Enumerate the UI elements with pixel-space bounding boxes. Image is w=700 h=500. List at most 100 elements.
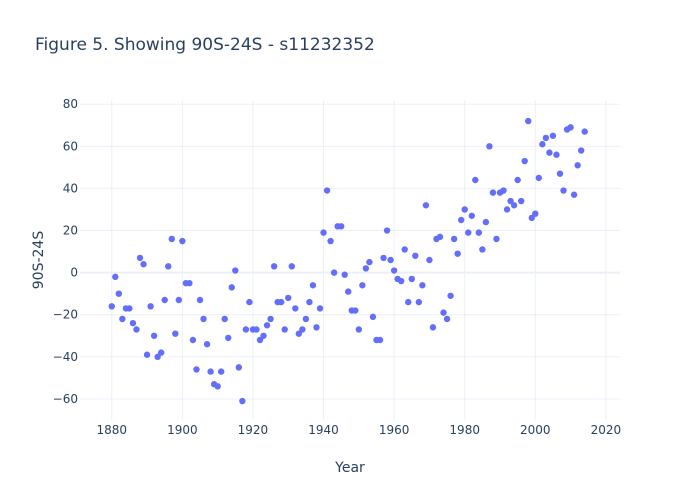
data-point [422,202,430,209]
data-point [147,303,154,310]
data-point [345,288,352,295]
data-point [539,141,546,148]
data-point [447,292,454,299]
data-point [161,296,168,304]
data-point [359,282,366,289]
data-point [405,298,412,306]
data-point [528,214,535,222]
data-point [200,315,207,323]
data-point [482,218,490,226]
y-tick-label: 0 [70,266,78,280]
data-point [316,305,324,312]
x-tick-label: 1940 [308,423,339,437]
data-point [341,271,348,278]
data-point [376,336,384,344]
y-tick-label: 40 [63,181,78,195]
data-point [380,254,387,262]
data-point [277,298,285,306]
data-point [577,147,585,154]
data-point [461,206,468,213]
data-point [465,229,472,236]
x-tick-label: 1980 [449,423,480,437]
data-point [408,275,415,283]
data-point [189,336,197,344]
data-point [553,151,560,158]
data-point [165,263,172,270]
data-point [179,237,186,245]
data-point [108,303,115,310]
data-point [157,349,165,356]
data-point [500,187,507,194]
y-tick-label: −40 [53,350,78,364]
data-point [337,223,345,230]
data-point [468,212,475,219]
y-tick-label: −20 [53,308,78,322]
data-point [235,364,243,371]
x-tick-label: 1920 [238,423,269,437]
data-point [412,252,419,259]
data-point [129,319,137,327]
data-point [186,279,193,287]
data-point [309,282,317,289]
data-point [260,332,267,339]
data-point [440,309,447,316]
data-point [330,269,338,276]
data-point [535,174,543,182]
data-point [136,254,144,262]
data-point [510,202,518,209]
data-point [493,235,500,243]
data-point [263,322,271,329]
data-point [419,282,426,289]
data-point [549,132,557,139]
data-point [546,149,553,156]
data-point [570,191,578,198]
data-point [214,383,221,390]
data-point [288,263,295,270]
data-point [193,366,200,373]
data-points [108,117,588,405]
data-point [436,233,444,241]
data-point [556,170,564,177]
data-point [323,187,331,194]
data-point [479,246,486,253]
data-point [143,351,151,358]
data-point [415,298,423,306]
data-point [320,229,327,236]
data-point [267,315,274,323]
y-tick-label: 80 [63,97,78,111]
y-tick-label: 60 [63,139,78,153]
data-point [207,368,214,375]
data-point [285,294,292,302]
chart-title: Figure 5. Showing 90S-24S - s11232352 [35,35,375,55]
data-point [366,258,373,266]
data-point [542,134,550,142]
data-point [443,315,451,323]
data-point [352,307,359,314]
data-point [397,277,405,285]
data-point [489,189,497,196]
data-point [253,326,260,333]
data-point [327,237,334,245]
data-point [401,246,408,253]
data-point [154,353,161,361]
data-point [217,368,225,375]
data-point [525,117,532,125]
y-tick-labels: −60 −40 −20 0 20 40 60 80 [53,97,78,406]
y-axis-title: 90S-24S [31,231,47,290]
data-point [172,330,179,337]
data-point [574,162,581,169]
data-point [387,256,394,264]
data-point [126,305,133,312]
data-point [119,315,126,323]
data-point [567,124,574,131]
data-point [429,324,437,331]
x-tick-label: 1960 [379,423,410,437]
data-point [507,197,514,205]
data-point [281,326,288,333]
data-point [383,227,391,234]
data-point [313,324,320,331]
data-point [302,315,310,323]
data-point [292,305,299,312]
data-point [239,397,246,405]
